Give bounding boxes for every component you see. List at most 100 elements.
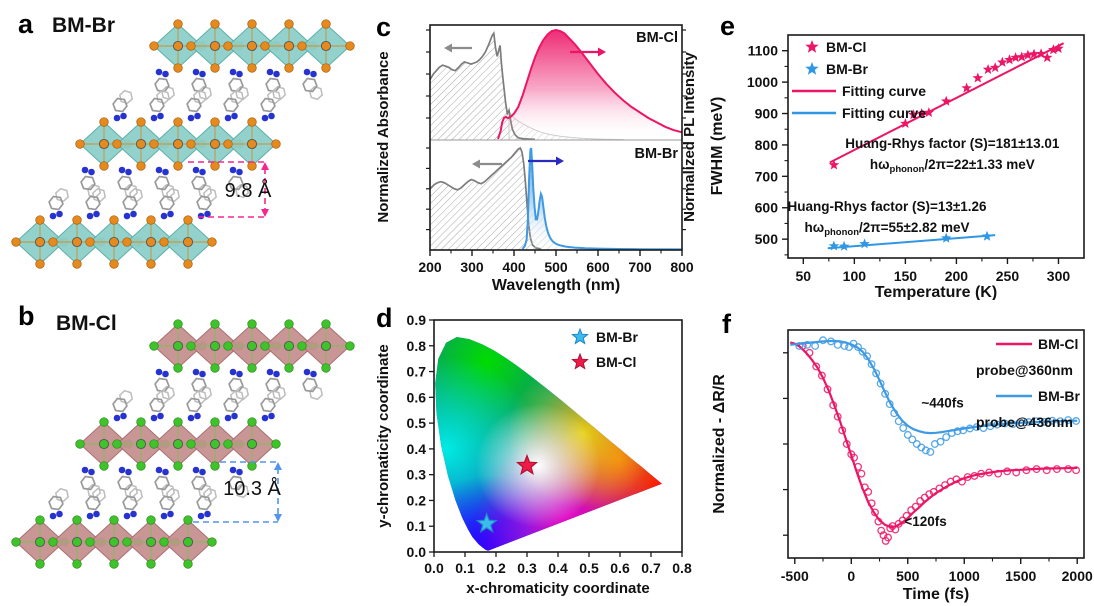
svg-text:1000: 1000 <box>747 74 778 90</box>
c-subplot-label-bmbr: BM-Br <box>635 146 679 162</box>
panel-d: 0.0 0.1 0.2 0.3 0.4 0.5 0.6 0.7 0.8 0.0 0.1 0.2 0.3 0… <box>372 300 700 606</box>
panel-c: 200 300 400 500 600 700 800 c Wavelength (nm) … <box>372 0 700 300</box>
d-legend-bmbr-label: BM-Br <box>596 329 639 345</box>
svg-text:~440fs: ~440fs <box>921 396 963 411</box>
svg-text:1000: 1000 <box>949 568 980 584</box>
svg-text:600: 600 <box>755 200 779 216</box>
svg-text:Huang-Rhys factor (S)=181±13.0: Huang-Rhys factor (S)=181±13.01 <box>845 136 1060 151</box>
svg-text:500: 500 <box>544 259 568 275</box>
svg-text:1500: 1500 <box>1005 568 1036 584</box>
svg-text:0.0: 0.0 <box>424 560 444 576</box>
panel-a-spacing-label: 9.8 Å <box>225 179 272 202</box>
svg-text:-500: -500 <box>781 568 809 584</box>
panel-a: a BM-Br 9.8 Å <box>0 0 372 300</box>
c-y-axis-label-left: Normalized Absorbance <box>375 51 392 222</box>
e-legend-fit-pink-label: Fitting curve <box>842 83 926 99</box>
e-legend-bmcl-label: BM-Cl <box>826 39 866 55</box>
svg-text:700: 700 <box>628 259 652 275</box>
svg-text:200: 200 <box>418 259 442 275</box>
svg-text:0.4: 0.4 <box>407 441 427 457</box>
svg-text:0.5: 0.5 <box>579 560 599 576</box>
panel-a-letter: a <box>18 9 34 39</box>
svg-text:hωphonon/2π=55±2.82 meV: hωphonon/2π=55±2.82 meV <box>805 220 970 238</box>
c-y-axis-label-right: Normalized PL Intensity <box>681 51 698 221</box>
svg-text:1100: 1100 <box>748 43 779 59</box>
svg-text:0.4: 0.4 <box>548 560 568 576</box>
svg-text:0.9: 0.9 <box>407 312 427 328</box>
d-x-axis-label: x-chromaticity coordinate <box>466 580 649 597</box>
crystal-structure-bm-br <box>11 19 355 269</box>
panel-b-structure: b BM-Cl 10.3 Å <box>11 301 355 569</box>
e-legend-fit-blue-label: Fitting curve <box>842 105 926 121</box>
f-y-axis-label: Normalized - ΔR/R <box>711 374 728 514</box>
f-legend-bmbr-probe: probe@436nm <box>976 414 1073 430</box>
svg-text:Huang-Rhys factor (S)=13±1.26: Huang-Rhys factor (S)=13±1.26 <box>787 199 987 214</box>
panel-b: b BM-Cl 10.3 Å <box>0 300 372 606</box>
svg-text:150: 150 <box>894 268 918 284</box>
svg-text:0.3: 0.3 <box>407 467 427 483</box>
panel-d-letter: d <box>376 303 393 333</box>
svg-text:500: 500 <box>896 568 920 584</box>
panel-b-letter: b <box>18 301 35 331</box>
svg-text:0.5: 0.5 <box>407 415 427 431</box>
panel-f-transient-chart: -500 0 500 1000 1500 2000 <120fs ~440fs f Time … <box>711 309 1093 603</box>
f-x-axis-label: Time (fs) <box>903 586 969 603</box>
panel-c-spectra-chart: 200 300 400 500 600 700 800 c Wavelength (nm) … <box>375 12 698 294</box>
svg-text:0.7: 0.7 <box>407 364 427 380</box>
svg-text:50: 50 <box>796 268 812 284</box>
svg-text:0.6: 0.6 <box>610 560 630 576</box>
c-x-axis-label: Wavelength (nm) <box>492 277 620 294</box>
panel-f-letter: f <box>722 309 732 339</box>
svg-text:300: 300 <box>460 259 484 275</box>
svg-text:100: 100 <box>843 268 867 284</box>
panel-d-cie-chart: 0.0 0.1 0.2 0.3 0.4 0.5 0.6 0.7 0.8 0.0 0.1 0.2 0.3 0… <box>375 303 692 597</box>
svg-text:0.2: 0.2 <box>407 492 427 508</box>
svg-text:300: 300 <box>1047 268 1071 284</box>
svg-text:700: 700 <box>755 168 779 184</box>
svg-text:800: 800 <box>755 137 779 153</box>
d-legend-bmcl-label: BM-Cl <box>596 354 636 370</box>
svg-text:0.1: 0.1 <box>455 560 475 576</box>
svg-text:0.8: 0.8 <box>407 338 427 354</box>
panel-c-letter: c <box>376 12 391 42</box>
svg-text:800: 800 <box>670 259 694 275</box>
panel-b-title: BM-Cl <box>56 312 117 335</box>
e-legend-bmbr-label: BM-Br <box>826 61 869 77</box>
crystal-structure-bm-cl <box>11 319 355 569</box>
svg-text:<120fs: <120fs <box>904 514 946 529</box>
panel-b-spacing-label: 10.3 Å <box>223 477 281 500</box>
spectra-plot-area: 200 300 400 500 600 700 800 <box>418 24 694 275</box>
fwhm-plot-area: 50 100 150 200 250 300 500 600 700 800 900 1000 1100… <box>747 34 1085 284</box>
cie-plot-area: 0.0 0.1 0.2 0.3 0.4 0.5 0.6 0.7 0.8 0.0 0.1 0.2 0.3 0… <box>407 312 692 576</box>
panel-e: 50 100 150 200 250 300 500 600 700 800 900 1000 1100… <box>700 0 1094 300</box>
svg-text:0: 0 <box>847 568 855 584</box>
panel-e-letter: e <box>720 11 735 41</box>
panel-e-fwhm-chart: 50 100 150 200 250 300 500 600 700 800 900 1000 1100… <box>709 11 1085 300</box>
svg-text:2000: 2000 <box>1062 568 1093 584</box>
svg-text:0.2: 0.2 <box>486 560 506 576</box>
f-legend-bmcl-label: BM-Cl <box>1038 336 1078 352</box>
panel-a-structure: a BM-Br 9.8 Å <box>11 9 355 269</box>
c-subplot-label-bmcl: BM-Cl <box>636 30 678 46</box>
svg-text:0.6: 0.6 <box>407 389 427 405</box>
svg-text:200: 200 <box>945 268 969 284</box>
f-legend-bmbr-label: BM-Br <box>1038 388 1081 404</box>
svg-text:900: 900 <box>755 106 779 122</box>
e-y-axis-label: FWHM (meV) <box>709 97 726 196</box>
svg-text:400: 400 <box>502 259 526 275</box>
e-x-axis-label: Temperature (K) <box>875 284 997 300</box>
panel-f: -500 0 500 1000 1500 2000 <120fs ~440fs f Time … <box>700 300 1094 606</box>
svg-text:0.0: 0.0 <box>407 544 427 560</box>
svg-text:0.3: 0.3 <box>517 560 537 576</box>
svg-text:0.8: 0.8 <box>672 560 692 576</box>
panel-a-title: BM-Br <box>52 14 115 37</box>
svg-text:600: 600 <box>586 259 610 275</box>
d-y-axis-label: y-chromaticity coordinate <box>375 344 392 527</box>
svg-text:250: 250 <box>996 268 1020 284</box>
svg-text:0.1: 0.1 <box>407 518 427 534</box>
transient-plot-area: -500 0 500 1000 1500 2000 <120fs ~440fs <box>781 329 1093 584</box>
f-legend-bmcl-probe: probe@360nm <box>976 362 1073 378</box>
svg-text:500: 500 <box>755 231 779 247</box>
svg-text:hωphonon/2π=22±1.33 meV: hωphonon/2π=22±1.33 meV <box>870 157 1035 175</box>
